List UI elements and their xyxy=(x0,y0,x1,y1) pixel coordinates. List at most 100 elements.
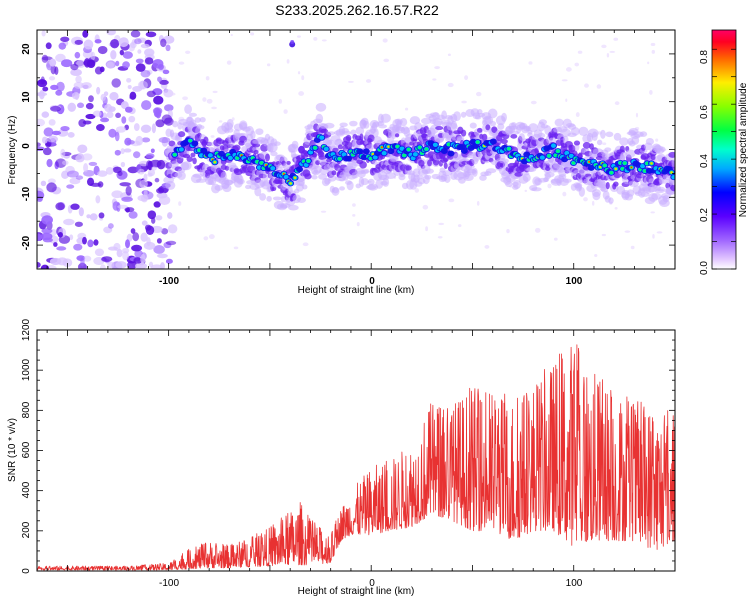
spectrogram-cell xyxy=(133,151,141,159)
spectrogram-cell xyxy=(598,165,602,169)
spectrogram-cell xyxy=(230,33,233,37)
spectrogram-cell xyxy=(43,127,54,137)
spectrogram-cell xyxy=(146,90,156,98)
spectrogram-cell xyxy=(341,152,347,157)
spectrogram-cell xyxy=(197,125,205,130)
spectrogram-cell xyxy=(227,155,233,161)
spectrogram-cell xyxy=(150,148,155,154)
spectrogram-cell xyxy=(238,178,245,185)
spectrogram-cell xyxy=(562,191,567,197)
spectrogram-cell xyxy=(83,162,89,173)
spectrogram-cell xyxy=(94,66,103,75)
spectrogram-cell xyxy=(96,86,101,95)
spectrogram-cell xyxy=(457,224,462,228)
snr-ticks xyxy=(37,329,676,572)
spectrogram-cell xyxy=(424,147,429,151)
spectrogram-cell xyxy=(153,201,161,208)
spectrogram-cell xyxy=(191,140,199,147)
spectrogram-cell xyxy=(412,168,421,177)
spectrogram-cell xyxy=(618,161,623,165)
spectrogram-cell xyxy=(450,121,458,130)
spectrogram-cell xyxy=(460,129,467,137)
spectrogram-cell xyxy=(302,242,309,247)
spectrogram-cell xyxy=(356,148,364,155)
spectrogram-cell xyxy=(96,124,105,132)
spectrogram-cell xyxy=(352,203,356,207)
spectrogram-cell xyxy=(453,111,461,122)
colorbar-tick-label: 0.6 xyxy=(699,105,710,119)
spectrogram-cell xyxy=(583,197,588,202)
spectrogram-cell xyxy=(188,139,193,143)
spectrogram-cell xyxy=(82,30,89,38)
spectrogram-cell xyxy=(67,132,75,138)
spectrogram-cell xyxy=(144,57,154,65)
spectrogram-cell xyxy=(424,174,432,180)
spectrogram-cell xyxy=(164,104,174,112)
spectrogram-cell xyxy=(92,110,102,117)
snr-ytick-label: 600 xyxy=(21,441,32,458)
spectrogram-cell xyxy=(172,153,177,157)
spectrogram-cell xyxy=(74,51,81,59)
spectrogram-x-axis-label: Height of straight line (km) xyxy=(298,285,415,296)
spectrogram-cell xyxy=(94,248,105,257)
spectrogram-cell xyxy=(422,204,429,210)
spectrogram-cell xyxy=(141,100,152,111)
spectrogram-cell xyxy=(547,183,552,189)
spectrogram-cell xyxy=(564,150,570,156)
spectrogram-cell xyxy=(639,148,648,154)
spectrogram-cell xyxy=(476,200,480,206)
spectrogram-cell xyxy=(42,86,49,92)
spectrogram-cell xyxy=(469,122,477,129)
spectrogram-cell xyxy=(460,111,467,118)
spectrogram-cell xyxy=(601,233,607,237)
spectrogram-cell xyxy=(378,124,387,129)
spectrogram-cell xyxy=(556,149,560,153)
spectrogram-cell xyxy=(387,148,395,155)
spectrogram-cell xyxy=(218,120,223,123)
spectrogram-cell xyxy=(447,53,451,57)
chart-title: S233.2025.262.16.57.R22 xyxy=(275,2,439,18)
spectrogram-cell xyxy=(631,135,640,145)
spectrogram-cell xyxy=(140,124,152,134)
spectrogram-cell xyxy=(137,49,142,54)
spectrogram-cell xyxy=(55,202,65,211)
spectrogram-cell xyxy=(143,173,148,183)
spectrogram-cell xyxy=(165,258,173,264)
spectrogram-cell xyxy=(49,58,57,67)
spectrogram-cell xyxy=(231,117,235,121)
spectrogram-cell xyxy=(367,134,375,142)
spectrogram-cell xyxy=(442,170,453,176)
spectrogram-cell xyxy=(106,30,116,36)
spectrogram-cell xyxy=(344,141,353,150)
spectrogram-cell xyxy=(270,166,276,171)
spectrogram-cell xyxy=(178,61,185,65)
spectrogram-cell xyxy=(649,89,653,95)
spectrogram-cell xyxy=(121,116,127,124)
spectrogram-cell xyxy=(485,168,497,174)
spectrogram-cell xyxy=(112,166,122,174)
spectrogram-cell xyxy=(109,92,119,101)
spectrogram-cell xyxy=(226,118,234,129)
spectrogram-cell xyxy=(660,146,666,153)
spectrogram-cell xyxy=(382,177,390,187)
spectrogram-cell xyxy=(347,80,354,83)
spectrogram-cell xyxy=(405,165,412,171)
spectrogram-cell xyxy=(570,127,580,136)
spectrogram-cell xyxy=(395,144,400,149)
spectrogram-cell xyxy=(604,147,612,152)
spectrogram-cell xyxy=(444,174,451,183)
spectrogram-cell xyxy=(161,228,169,235)
spectrogram-cell xyxy=(373,128,379,138)
spectrogram-cell xyxy=(432,142,438,147)
spectrogram-cell xyxy=(73,243,83,251)
spectrogram-cell xyxy=(159,79,169,85)
spectrogram-cell xyxy=(301,75,305,81)
spectrogram-cell xyxy=(508,130,520,136)
spectrogram-cell xyxy=(143,241,156,250)
spectrogram-cell xyxy=(671,158,675,168)
spectrogram-cell xyxy=(50,84,59,90)
spectrogram-cell xyxy=(670,184,675,192)
spectrogram-cell xyxy=(561,79,568,82)
spectrogram-cell xyxy=(185,50,191,55)
spectrogram-cell xyxy=(339,122,348,127)
